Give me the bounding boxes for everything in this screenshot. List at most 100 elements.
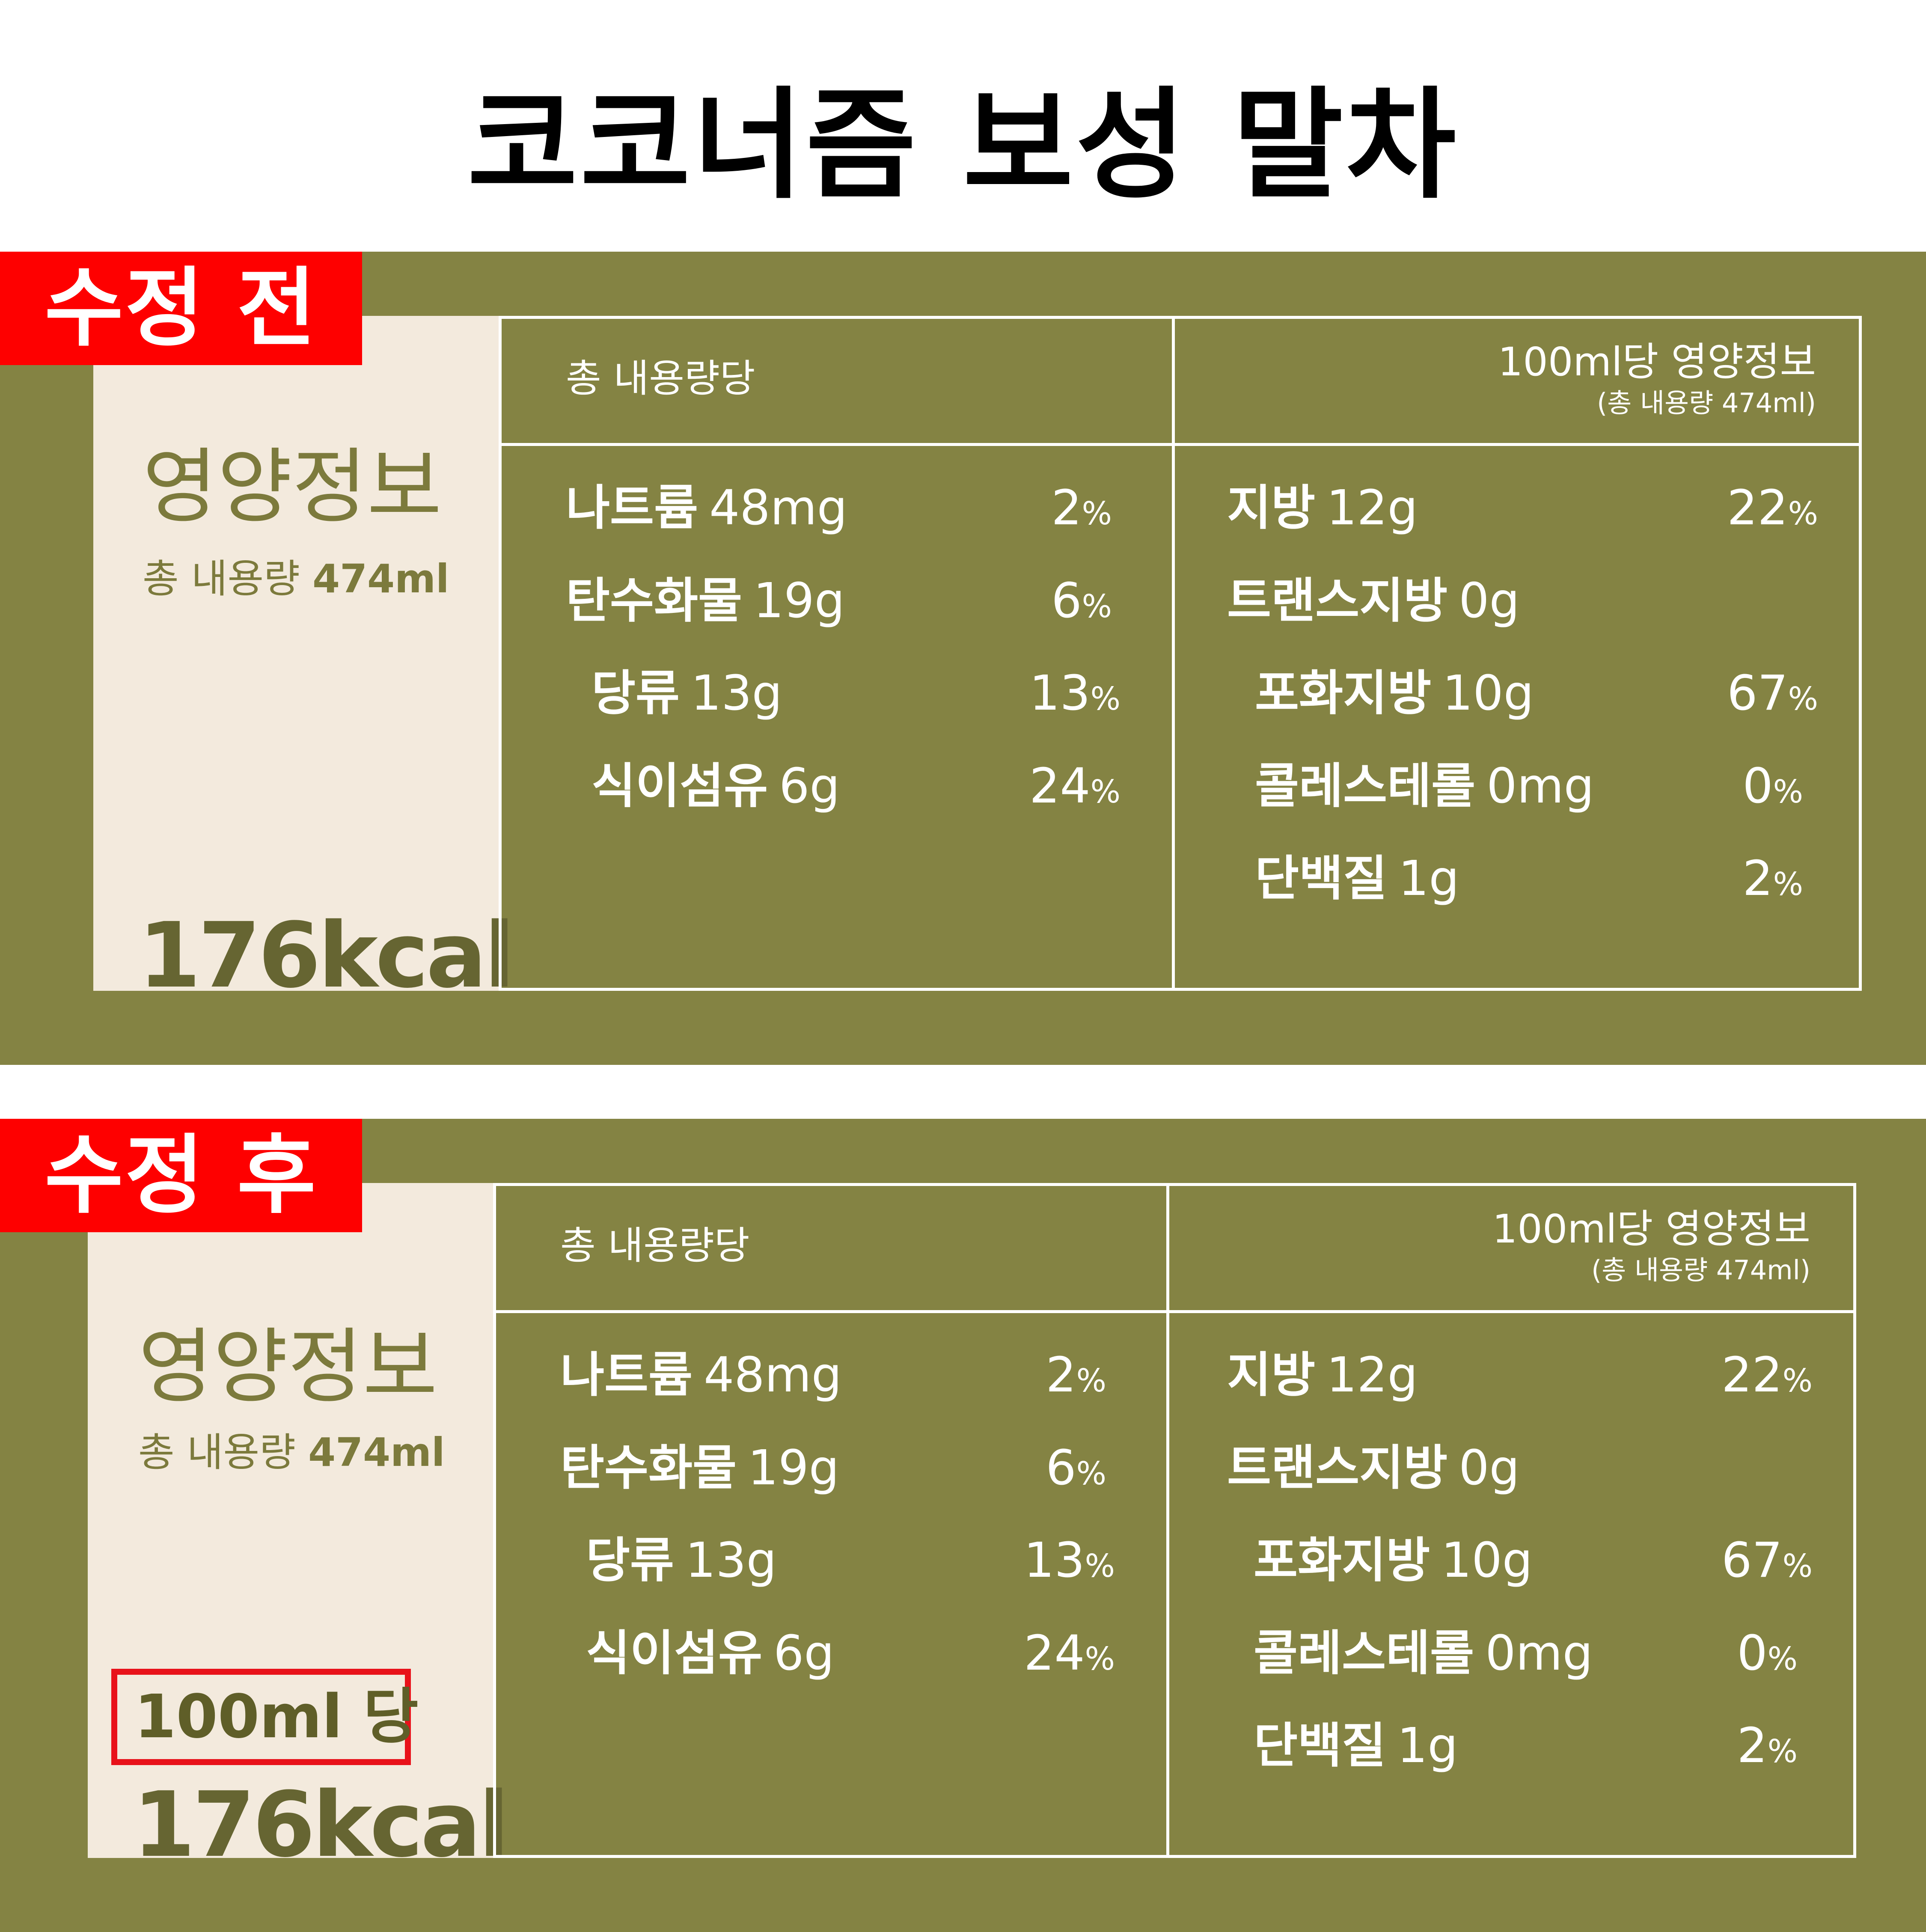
percent-value: 2	[1742, 851, 1773, 907]
label-volume-prefix: 총 내용량	[143, 556, 300, 602]
nutrient-name: 단백질	[1254, 1718, 1386, 1774]
percent-value: 2	[1046, 1347, 1076, 1403]
nutrient-amount: 1g	[1398, 851, 1459, 907]
nutrient-row: 식이섬유 6g	[591, 754, 840, 818]
percent-unit: %	[1082, 588, 1112, 625]
percent-unit: %	[1090, 681, 1121, 717]
nutrient-percent: 2%	[1046, 1343, 1106, 1407]
right-column-header: 100ml당 영양정보 (총 내용량 474ml)	[1492, 1205, 1810, 1287]
nutrient-name: 콜레스테롤	[1255, 758, 1476, 814]
percent-unit: %	[1782, 1362, 1813, 1399]
percent-unit: %	[1788, 495, 1818, 532]
percent-value: 24	[1024, 1626, 1085, 1681]
nutrient-row: 트랜스지방 0g	[1227, 569, 1520, 633]
label-kcal: 176kcal	[133, 1772, 509, 1877]
percent-unit: %	[1782, 1548, 1813, 1584]
nutrient-amount: 0g	[1459, 1440, 1520, 1496]
nutrient-name: 나트륨	[566, 480, 698, 536]
nutrient-name: 트랜스지방	[1227, 573, 1448, 629]
nutrient-amount: 48mg	[704, 1347, 842, 1403]
nutrient-name: 포화지방	[1255, 666, 1432, 721]
nutrient-name: 당류	[586, 1533, 675, 1588]
right-column-header-sub: (총 내용량 474ml)	[1597, 387, 1816, 419]
nutrient-percent: 24%	[1029, 754, 1121, 818]
table-divider-horizontal	[502, 443, 1859, 446]
nutrient-row: 포화지방 10g	[1254, 1528, 1533, 1593]
nutrition-table: 총 내용량당 100ml당 영양정보 (총 내용량 474ml) 나트륨 48mg…	[499, 316, 1862, 991]
nutrient-percent: 2%	[1742, 847, 1803, 911]
nutrient-row: 지방 12g	[1227, 476, 1418, 540]
nutrition-label-box: 영양정보 총 내용량 474ml 176kcal	[93, 316, 515, 1005]
percent-unit: %	[1076, 1455, 1106, 1492]
nutrient-percent: 24%	[1024, 1621, 1115, 1685]
nutrient-row: 단백질 1g	[1254, 1714, 1458, 1778]
nutrient-percent: 67%	[1727, 661, 1818, 725]
nutrient-name: 포화지방	[1254, 1533, 1430, 1588]
label-kcal: 176kcal	[138, 903, 515, 1008]
label-volume-value: 474ml	[312, 556, 449, 602]
label-volume-value: 474ml	[308, 1430, 445, 1475]
nutrient-name: 지방	[1227, 1347, 1316, 1403]
percent-value: 22	[1721, 1347, 1783, 1403]
nutrient-amount: 19g	[748, 1440, 839, 1496]
nutrient-row: 단백질 1g	[1255, 847, 1459, 911]
nutrient-row: 당류 13g	[586, 1528, 777, 1593]
table-divider-vertical	[1166, 1186, 1169, 1855]
nutrient-percent: 2%	[1737, 1714, 1798, 1778]
nutrient-amount: 6g	[779, 758, 840, 814]
nutrient-percent: 22%	[1721, 1343, 1813, 1407]
percent-unit: %	[1085, 1641, 1115, 1677]
percent-value: 67	[1721, 1533, 1783, 1588]
nutrient-amount: 0g	[1459, 573, 1520, 629]
nutrient-amount: 0mg	[1485, 1626, 1593, 1681]
edit-tag-before: 수정 전	[0, 252, 362, 365]
nutrient-percent: 67%	[1721, 1528, 1813, 1593]
nutrient-amount: 1g	[1397, 1718, 1458, 1774]
nutrient-name: 콜레스테롤	[1254, 1626, 1474, 1681]
nutrient-percent: 13%	[1029, 661, 1121, 725]
nutrient-row: 탄수화물 19g	[560, 1436, 839, 1500]
percent-unit: %	[1767, 1641, 1798, 1677]
right-column-header-main: 100ml당 영양정보	[1492, 1206, 1810, 1252]
percent-value: 0	[1737, 1626, 1768, 1681]
page-title: 코코너즘 보성 말차	[467, 76, 1459, 215]
nutrient-amount: 10g	[1442, 666, 1534, 721]
nutrient-row: 당류 13g	[591, 661, 782, 725]
percent-value: 24	[1029, 758, 1091, 814]
nutrient-row: 식이섬유 6g	[586, 1621, 835, 1685]
nutrient-name: 나트륨	[560, 1347, 693, 1403]
edit-tag-after: 수정 후	[0, 1119, 362, 1232]
right-column-header: 100ml당 영양정보 (총 내용량 474ml)	[1498, 338, 1816, 420]
percent-value: 67	[1727, 666, 1788, 721]
nutrient-amount: 12g	[1326, 1347, 1418, 1403]
nutrient-row: 포화지방 10g	[1255, 661, 1534, 725]
nutrient-amount: 13g	[691, 666, 782, 721]
label-title: 영양정보	[143, 440, 442, 534]
label-title: 영양정보	[138, 1320, 438, 1414]
nutrient-amount: 19g	[753, 573, 845, 629]
section-after: 수정 후 영양정보 총 내용량 474ml 100ml 당 176kcal 총 …	[0, 1119, 1926, 1932]
nutrient-amount: 6g	[773, 1626, 835, 1681]
nutrient-amount: 13g	[685, 1533, 777, 1588]
nutrient-percent: 0%	[1742, 754, 1803, 818]
right-column-header-main: 100ml당 영양정보	[1498, 339, 1816, 385]
nutrition-table: 총 내용량당 100ml당 영양정보 (총 내용량 474ml) 나트륨 48mg…	[493, 1183, 1856, 1858]
label-volume: 총 내용량 474ml	[138, 1429, 445, 1476]
left-column-header: 총 내용량당	[566, 356, 755, 401]
percent-value: 6	[1046, 1440, 1076, 1496]
left-column-header: 총 내용량당	[560, 1223, 750, 1268]
percent-value: 2	[1051, 480, 1082, 536]
percent-value: 22	[1727, 480, 1788, 536]
nutrient-percent: 0%	[1737, 1621, 1798, 1685]
nutrient-amount: 10g	[1441, 1533, 1533, 1588]
label-volume-prefix: 총 내용량	[138, 1430, 296, 1475]
nutrient-row: 나트륨 48mg	[566, 476, 847, 540]
nutrient-name: 트랜스지방	[1227, 1440, 1448, 1496]
percent-unit: %	[1773, 866, 1803, 903]
percent-unit: %	[1085, 1548, 1115, 1584]
nutrient-amount: 48mg	[709, 480, 847, 536]
nutrient-amount: 0mg	[1486, 758, 1594, 814]
percent-value: 13	[1029, 666, 1091, 721]
table-divider-vertical	[1172, 319, 1175, 988]
percent-unit: %	[1076, 1362, 1106, 1399]
